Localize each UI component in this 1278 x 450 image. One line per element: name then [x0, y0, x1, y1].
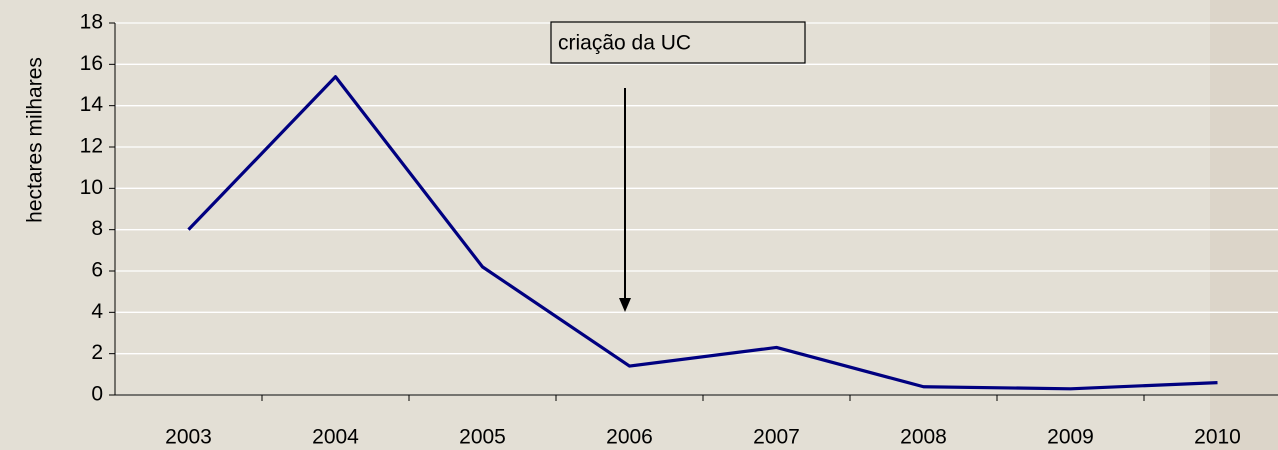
y-tick-label: 10	[80, 176, 103, 199]
y-axis-label: hectares milhares	[24, 57, 47, 223]
y-tick-label: 16	[80, 52, 103, 75]
y-tick-label: 4	[91, 300, 103, 323]
y-tick-label: 0	[91, 383, 103, 406]
x-tick-label: 2010	[1194, 426, 1241, 449]
x-tick-label: 2009	[1047, 426, 1094, 449]
x-tick-label: 2005	[459, 426, 506, 449]
annotation-box	[550, 21, 806, 64]
side-band	[1210, 0, 1278, 450]
line	[187, 75, 1218, 391]
y-tick-label: 14	[80, 93, 104, 116]
y-tick-label: 12	[80, 135, 103, 158]
y-tick-label: 6	[91, 259, 103, 282]
y-tick-label: 18	[80, 11, 103, 34]
x-tick-label: 2008	[900, 426, 947, 449]
x-tick-label: 2006	[606, 426, 653, 449]
x-tick-label: 2004	[312, 426, 359, 449]
x-tick-label: 2003	[165, 426, 212, 449]
y-tick-label: 2	[91, 341, 103, 364]
y-tick-label: 8	[91, 217, 103, 240]
annotation: criação da UC	[558, 32, 691, 55]
arrow-head	[619, 298, 631, 312]
x-tick-label: 2007	[753, 426, 800, 449]
